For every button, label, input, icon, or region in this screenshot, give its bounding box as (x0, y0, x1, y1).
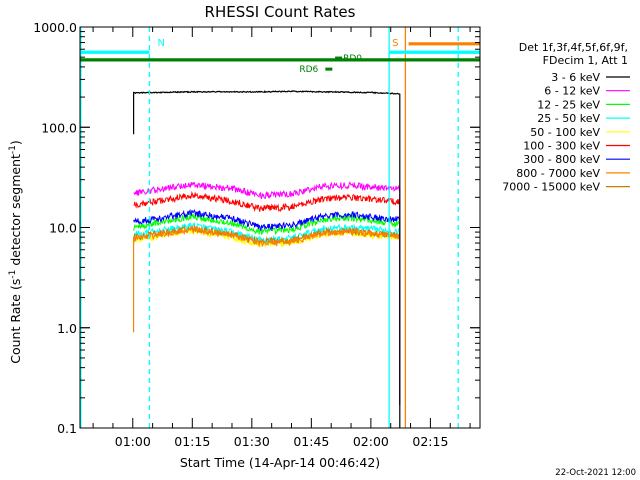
y-tick-label-1.0: 1.0 (57, 321, 77, 336)
y-axis-label-main: Count Rate (s (8, 279, 23, 364)
legend-label-3: 25 - 50 keV (537, 112, 600, 125)
flag-label-S: S (392, 38, 398, 49)
footer-date: 22-Oct-2021 12:00 (555, 468, 636, 478)
legend-label-7: 800 - 7000 keV (516, 167, 600, 180)
series-line-0 (133, 90, 401, 428)
y-tick-label-0.1: 0.1 (57, 421, 77, 436)
series-line-1 (133, 181, 401, 405)
x-axis-label: Start Time (14-Apr-14 00:46:42) (180, 455, 380, 470)
x-tick-label-01:45: 01:45 (293, 434, 329, 449)
series-line-4 (133, 226, 401, 405)
legend-label-8: 7000 - 15000 keV (502, 181, 600, 194)
x-tick-label-02:15: 02:15 (412, 434, 448, 449)
flag-label-N: N (157, 38, 164, 49)
attenuator-label-RD6: RD6 (299, 65, 318, 75)
series-line-5 (133, 190, 401, 405)
x-tick-label-01:30: 01:30 (234, 434, 270, 449)
x-tick-label-01:15: 01:15 (174, 434, 210, 449)
x-tick-label-02:00: 02:00 (353, 434, 389, 449)
legend-label-6: 300 - 800 keV (523, 153, 600, 166)
series-line-3 (133, 221, 401, 405)
series-line-6 (133, 208, 401, 405)
legend-title-line-2: FDecim 1, Att 1 (543, 54, 628, 67)
x-tick-label-01:00: 01:00 (115, 434, 151, 449)
plot-area: N S RD0 RD6 (80, 27, 480, 428)
y-axis-label-rest: detector segment (8, 154, 23, 270)
y-tick-label-1000.0: 1000.0 (33, 20, 77, 35)
y-axis-label: Count Rate (s-1 detector segment-1) (8, 140, 23, 364)
chart-title: RHESSI Count Rates (205, 3, 356, 21)
series-line-8 (133, 224, 401, 405)
y-tick-label-10.0: 10.0 (49, 221, 77, 236)
legend-title-line-1: Det 1f,3f,4f,5f,6f,9f, (519, 41, 628, 54)
series-line-7 (133, 225, 401, 405)
legend-label-1: 6 - 12 keV (544, 85, 600, 98)
legend: Det 1f,3f,4f,5f,6f,9f,FDecim 1, Att 1 3 -… (502, 41, 630, 194)
y-axis-label-sup2: -1 (8, 145, 18, 154)
legend-label-0: 3 - 6 keV (551, 71, 600, 84)
legend-label-4: 50 - 100 keV (530, 126, 600, 139)
legend-label-5: 100 - 300 keV (523, 140, 600, 153)
y-axis-label-sup: -1 (8, 270, 18, 279)
axes: 0.1 1.0 10.0 100.0 1000.0 01:00 01:15 01:30 01:4… (33, 20, 481, 449)
legend-label-2: 12 - 25 keV (537, 98, 600, 111)
attenuator-label-RD0: RD0 (343, 54, 362, 64)
y-axis-label-end: ) (8, 140, 23, 145)
y-tick-label-100.0: 100.0 (41, 120, 77, 135)
